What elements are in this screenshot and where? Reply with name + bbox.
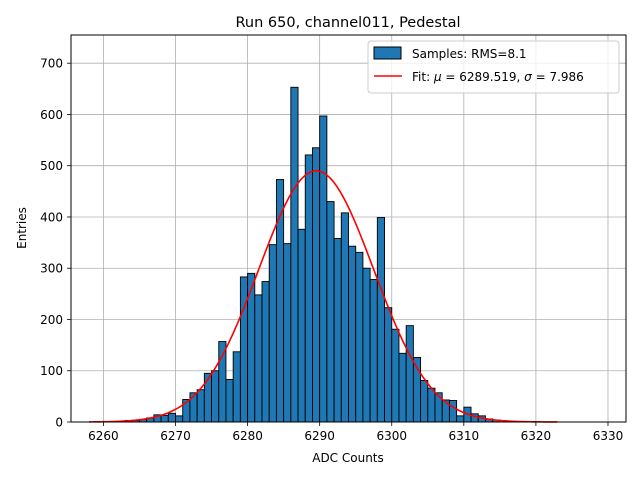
histogram-bar	[175, 415, 184, 423]
plot-frame	[70, 34, 627, 423]
x-tick-label: 6290	[304, 429, 335, 443]
y-tick-label: 400	[40, 210, 63, 224]
x-tick-label: 6270	[160, 429, 191, 443]
histogram-bar	[297, 228, 306, 423]
x-tick-label: 6260	[88, 429, 119, 443]
legend-histogram-swatch	[373, 46, 402, 60]
histogram-bar	[261, 281, 270, 423]
legend-histogram-label: Samples: RMS=8.1	[412, 47, 527, 61]
legend-mu-symbol: μ	[433, 70, 442, 84]
histogram-bar	[160, 414, 169, 423]
histogram-bar	[211, 370, 220, 423]
legend-sigma-symbol: σ	[524, 70, 532, 84]
y-tick-label: 700	[40, 56, 63, 70]
legend-frame	[367, 40, 620, 94]
y-axis-label: Entries	[15, 207, 29, 249]
histogram-bar	[254, 294, 263, 423]
histogram-bar	[340, 212, 349, 423]
y-tick-label: 600	[40, 108, 63, 122]
x-axis-ticks: 6260 6270 6280 6290 6300 6310 6320 6330	[88, 422, 623, 443]
x-tick-label: 6300	[376, 429, 407, 443]
histogram-bar	[239, 276, 249, 423]
histogram-bar	[420, 380, 429, 423]
histogram-bar	[312, 147, 321, 423]
histogram-bar	[369, 279, 378, 423]
histogram-bar	[355, 251, 364, 423]
histogram-bar	[448, 400, 458, 423]
histogram-bar	[362, 267, 371, 423]
chart-title: Run 650, channel011, Pedestal	[235, 15, 460, 31]
histogram-bar	[268, 244, 277, 423]
x-axis-label: ADC Counts	[312, 451, 384, 465]
histogram-bar	[456, 415, 465, 423]
histogram-bar	[304, 154, 313, 423]
y-axis-ticks: 0 100 200 300 400 500 600 700	[40, 56, 71, 429]
histogram-bar	[398, 352, 407, 423]
y-tick-label: 500	[40, 159, 63, 173]
y-tick-label: 200	[40, 313, 63, 327]
histogram-bar	[319, 115, 328, 423]
histogram-bar	[290, 86, 299, 423]
y-tick-label: 100	[40, 364, 63, 378]
histogram-bars	[124, 86, 501, 423]
legend-fit-text-a: Fit:	[412, 70, 434, 84]
x-tick-label: 6330	[593, 429, 624, 443]
histogram-bar	[427, 387, 436, 423]
histogram-bar	[283, 243, 292, 423]
histogram-bar	[218, 341, 227, 423]
y-tick-label: 0	[55, 415, 63, 429]
histogram-bar	[384, 307, 393, 423]
histogram-bar	[232, 351, 241, 423]
histogram-bar	[391, 328, 400, 423]
x-tick-label: 6310	[449, 429, 480, 443]
histogram-bar	[225, 379, 234, 423]
histogram-bar	[333, 238, 342, 423]
histogram-bar	[167, 412, 176, 423]
histogram-bar	[196, 389, 205, 423]
x-tick-label: 6280	[232, 429, 263, 443]
y-tick-label: 300	[40, 262, 63, 276]
legend-fit-label: Fit: μ = 6289.519, σ = 7.986	[412, 70, 584, 84]
legend-fit-text-c: = 7.986	[532, 70, 584, 84]
legend-fit-text-b: = 6289.519,	[442, 70, 525, 84]
histogram-bar	[348, 245, 357, 423]
histogram-bar	[203, 372, 213, 423]
histogram-bar	[405, 325, 414, 423]
histogram-bar	[376, 217, 385, 423]
legend: Samples: RMS=8.1 Fit: μ = 6289.519, σ = …	[367, 40, 620, 94]
histogram-bar	[189, 392, 198, 423]
fit-curve	[89, 170, 558, 423]
x-tick-label: 6320	[521, 429, 552, 443]
histogram-bar	[326, 201, 335, 423]
